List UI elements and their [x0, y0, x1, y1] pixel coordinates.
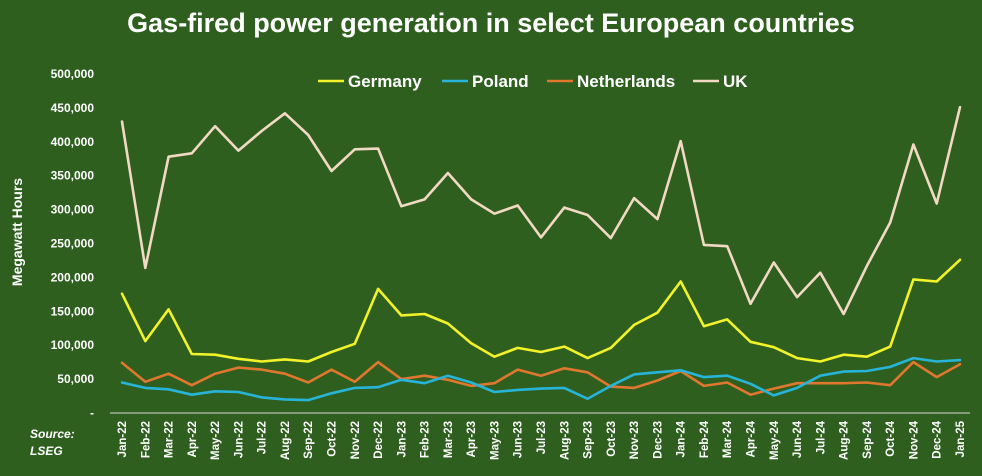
x-tick-label: Oct-22: [327, 421, 339, 457]
x-tick-label: Dec-24: [932, 420, 944, 458]
series-line-poland: [120, 356, 962, 402]
legend-label: Germany: [348, 72, 422, 91]
x-tick-label: Apr-24: [746, 420, 758, 457]
x-tick-label: Aug-24: [839, 420, 851, 460]
x-tick-label: Jan-24: [676, 420, 688, 457]
y-tick-label: 50,000: [57, 372, 94, 386]
y-tick-label: 400,000: [51, 135, 95, 149]
source-label: Source:: [30, 427, 75, 441]
y-tick-label: 450,000: [51, 101, 95, 115]
x-tick-label: May-24: [769, 420, 781, 460]
series-line-netherlands: [120, 360, 962, 397]
x-tick-label: Oct-24: [885, 420, 897, 456]
x-tick-label: Dec-22: [373, 421, 385, 459]
x-tick-label: Jun-23: [513, 421, 525, 458]
chart-title: Gas-fired power generation in select Eur…: [127, 8, 855, 38]
x-tick-label: Nov-24: [908, 420, 920, 459]
x-tick-label: Jan-23: [396, 421, 408, 457]
series-lines: [120, 105, 962, 402]
y-tick-label: 300,000: [51, 203, 95, 217]
y-tick-label: 100,000: [51, 338, 95, 352]
x-tick-label: Jul-23: [536, 421, 548, 454]
y-tick-label: -: [90, 406, 94, 420]
y-tick-label: 350,000: [51, 169, 95, 183]
x-tick-label: Mar-24: [722, 420, 734, 458]
y-axis: - 50,000 100,000 150,000 200,000 250,000 300,0…: [51, 67, 95, 420]
x-tick-label: Jan-22: [117, 421, 129, 457]
x-tick-label: Jan-25: [955, 420, 967, 457]
x-tick-label: Feb-22: [140, 421, 152, 458]
x-tick-label: Aug-23: [559, 421, 571, 460]
x-tick-label: May-22: [210, 421, 222, 460]
x-tick-label: Oct-23: [606, 421, 618, 457]
y-tick-label: 150,000: [51, 304, 95, 318]
y-tick-label: 250,000: [51, 237, 95, 251]
x-tick-label: Jun-22: [233, 421, 245, 458]
x-tick-label: Feb-23: [420, 421, 432, 458]
series-line-uk: [120, 105, 962, 316]
x-tick-label: Apr-22: [187, 421, 199, 457]
x-tick-label: Jul-24: [815, 420, 827, 454]
x-tick-label: Aug-22: [280, 421, 292, 460]
legend-label: UK: [723, 72, 748, 91]
y-axis-label: Megawatt Hours: [9, 178, 25, 286]
x-tick-label: Mar-22: [164, 421, 176, 458]
x-tick-label: Apr-23: [466, 421, 478, 457]
x-tick-label: Sep-23: [583, 421, 595, 459]
source-note: Source: LSEG: [30, 426, 75, 460]
source-name: LSEG: [30, 444, 63, 458]
y-tick-label: 500,000: [51, 67, 95, 81]
x-tick-label: Dec-23: [652, 421, 664, 459]
legend-label: Netherlands: [577, 72, 675, 91]
x-tick-label: Nov-23: [629, 421, 641, 459]
legend: Germany Poland Netherlands UK: [318, 72, 748, 91]
x-tick-label: Jul-22: [257, 421, 269, 454]
x-tick-label: Sep-24: [862, 420, 874, 458]
y-tick-label: 200,000: [51, 270, 95, 284]
x-tick-label: Sep-22: [303, 421, 315, 459]
x-axis: Jan-22 Feb-22 Mar-22 Apr-22 May-22 Jun-22 Jul-…: [110, 412, 970, 460]
x-tick-label: Nov-22: [350, 421, 362, 459]
x-tick-label: May-23: [489, 421, 501, 460]
legend-label: Poland: [472, 72, 529, 91]
series-line-germany: [120, 258, 962, 363]
x-tick-label: Feb-24: [699, 420, 711, 458]
x-tick-label: Jun-24: [792, 420, 804, 458]
x-tick-label: Mar-23: [443, 421, 455, 458]
